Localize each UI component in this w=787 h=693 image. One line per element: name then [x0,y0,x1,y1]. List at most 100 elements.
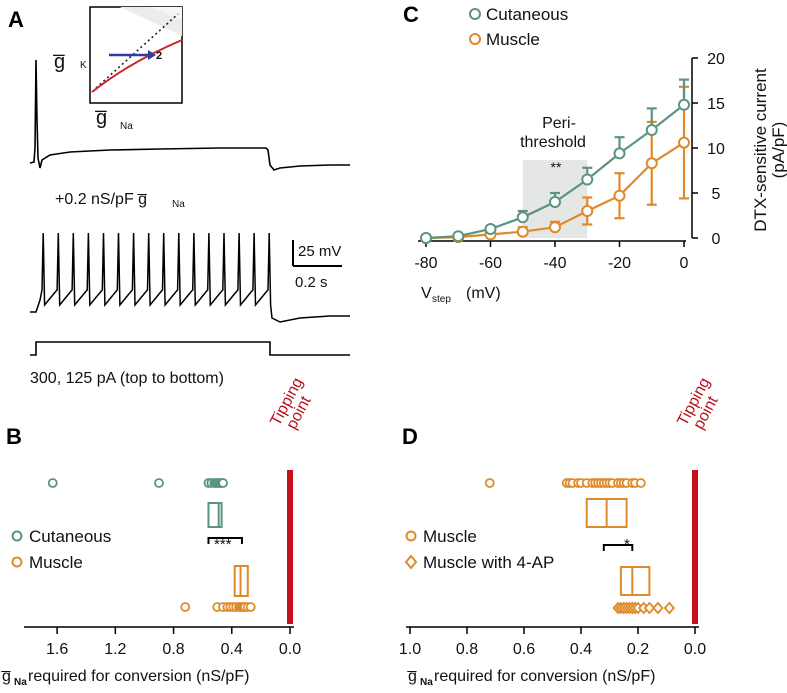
panel-b-plot: 1.6 1.2 0.8 0.4 0.0 [24,470,301,658]
inset-shade [90,7,182,36]
scale-label-s: 0.2 s [295,274,328,291]
legend-c-marker-muscle [469,33,481,45]
b-xlabel-main: g̅ [1,668,11,685]
c-x-tick-label: -60 [479,255,502,272]
c-data-point-cutaneous [613,147,626,160]
b-sig-label: *** [214,536,232,553]
d-data-point-diamond [663,601,676,615]
d-x-tick-label: 0.0 [684,641,706,658]
inset-arrowhead [148,50,156,60]
c-data-point-cutaneous [645,124,658,136]
c-data-point-cutaneous [549,196,561,208]
b-data-point [180,602,191,612]
d-x-tick-label: 1.0 [399,641,421,658]
d-x-tick-label: 0.8 [456,641,478,658]
d-data-point [484,478,495,488]
legend-b: Cutaneous Muscle [11,527,111,572]
b-x-tick-label: 0.8 [162,641,184,658]
panel-a: A 2 g̅ K g̅ Na +0.2 nS/pF g̅ Na 25 mV [8,6,350,387]
legend-c: Cutaneous Muscle [469,5,568,49]
legend-b-marker-muscle [11,556,23,568]
trace-bottom [30,232,350,323]
panel-b: B Tipping point Cutaneous Muscle 1.6 1.2 0… [1,375,315,688]
c-xlabel-sub: step [432,294,451,305]
inset-arrow-label: 2 [156,50,162,62]
c-x-tick-label: -80 [414,255,437,272]
d-xlabel-rest: required for conversion (nS/pF) [434,668,655,685]
legend-d-label-4ap: Muscle with 4-AP [423,553,554,572]
panel-b-letter: B [6,424,22,449]
gna-sub: Na [172,199,185,210]
c-ylabel-1: DTX-sensitive current [751,68,770,232]
c-data-point-muscle [581,205,594,217]
inset-dotted-line [95,13,179,89]
panel-c-plot: -80 -60 -40 -20 0 0 5 10 15 20 [414,51,725,272]
d-box [619,566,651,596]
trace-top [29,59,350,171]
d-xlabel-main: g̅ [407,668,417,685]
b-xlabel-rest: required for conversion (nS/pF) [28,668,249,685]
inset-red-curve [91,39,183,93]
c-y-tick-label: 15 [707,96,725,113]
c-data-point-muscle [613,189,626,202]
b-xlabel-sub: Na [14,677,27,688]
d-data-point [635,478,646,488]
legend-c-marker-cutaneous [469,8,481,20]
panel-c-letter: C [403,2,419,27]
b-data-point [47,478,58,488]
inset-y-sub: K [80,60,87,71]
c-xlabel-unit: (mV) [466,285,501,302]
legend-d-label-muscle: Muscle [423,527,477,546]
legend-b-label-muscle: Muscle [29,553,83,572]
gna-label: +0.2 nS/pF g̅ [55,191,147,208]
legend-b-label-cutaneous: Cutaneous [29,527,111,546]
c-x-tick-label: -40 [543,255,566,272]
d-xlabel-sub: Na [420,677,433,688]
b-x-tick-label: 1.2 [104,641,126,658]
b-x-tick-label: 1.6 [46,641,68,658]
legend-c-label-cutaneous: Cutaneous [486,5,568,24]
legend-d-marker-4ap [404,554,418,570]
b-data-point [218,478,228,488]
c-y-tick-label: 5 [712,186,721,203]
stimulus-label: 300, 125 pA (top to bottom) [30,370,224,387]
panel-a-letter: A [8,7,24,32]
c-y-tick-label: 20 [707,51,725,68]
b-tipping-point-bar [287,470,293,624]
c-data-point-cutaneous [678,98,690,111]
b-x-tick-label: 0.0 [279,641,301,658]
c-xlabel-main: V [421,285,432,302]
c-ylabel-2: (pA/pF) [769,122,787,179]
c-data-point-muscle [678,136,690,149]
panel-a-inset: 2 g̅ K g̅ Na [53,6,183,132]
panel-d: D Tipping point Muscle Muscle with 4-AP … [399,375,722,688]
legend-c-label-muscle: Muscle [486,30,540,49]
c-data-point-cutaneous [581,173,594,186]
scale-label-mv: 25 mV [298,243,341,260]
c-data-point-cutaneous [452,230,465,243]
d-x-tick-label: 0.6 [513,641,535,658]
c-data-point-muscle [516,225,529,238]
perithreshold-label-1: Peri- [542,115,576,132]
d-sig-bracket [602,544,634,551]
c-y-tick-label: 10 [707,141,725,158]
c-data-point-cutaneous [420,232,432,244]
legend-d-marker-muscle [405,530,417,542]
b-sig-bracket [207,537,243,544]
stimulus-trace [30,341,350,356]
panel-d-plot: 1.0 0.8 0.6 0.4 0.2 0.0 [399,470,706,658]
panel-d-letter: D [402,424,418,449]
d-sig-label: * [624,536,630,553]
c-x-tick-label: 0 [680,255,689,272]
d-tipping-point-bar [692,470,698,624]
d-x-tick-label: 0.2 [627,641,649,658]
panel-c: C Cutaneous Muscle Peri- threshold ** -8… [403,2,787,305]
c-data-point-cutaneous [516,211,529,224]
legend-b-marker-cutaneous [11,530,23,542]
perithreshold-label-2: threshold [520,134,586,151]
inset-y-label: g̅ [53,51,65,73]
scale-bar: 25 mV 0.2 s [292,240,342,291]
c-data-point-muscle [549,221,561,234]
legend-d: Muscle Muscle with 4-AP [404,527,554,572]
